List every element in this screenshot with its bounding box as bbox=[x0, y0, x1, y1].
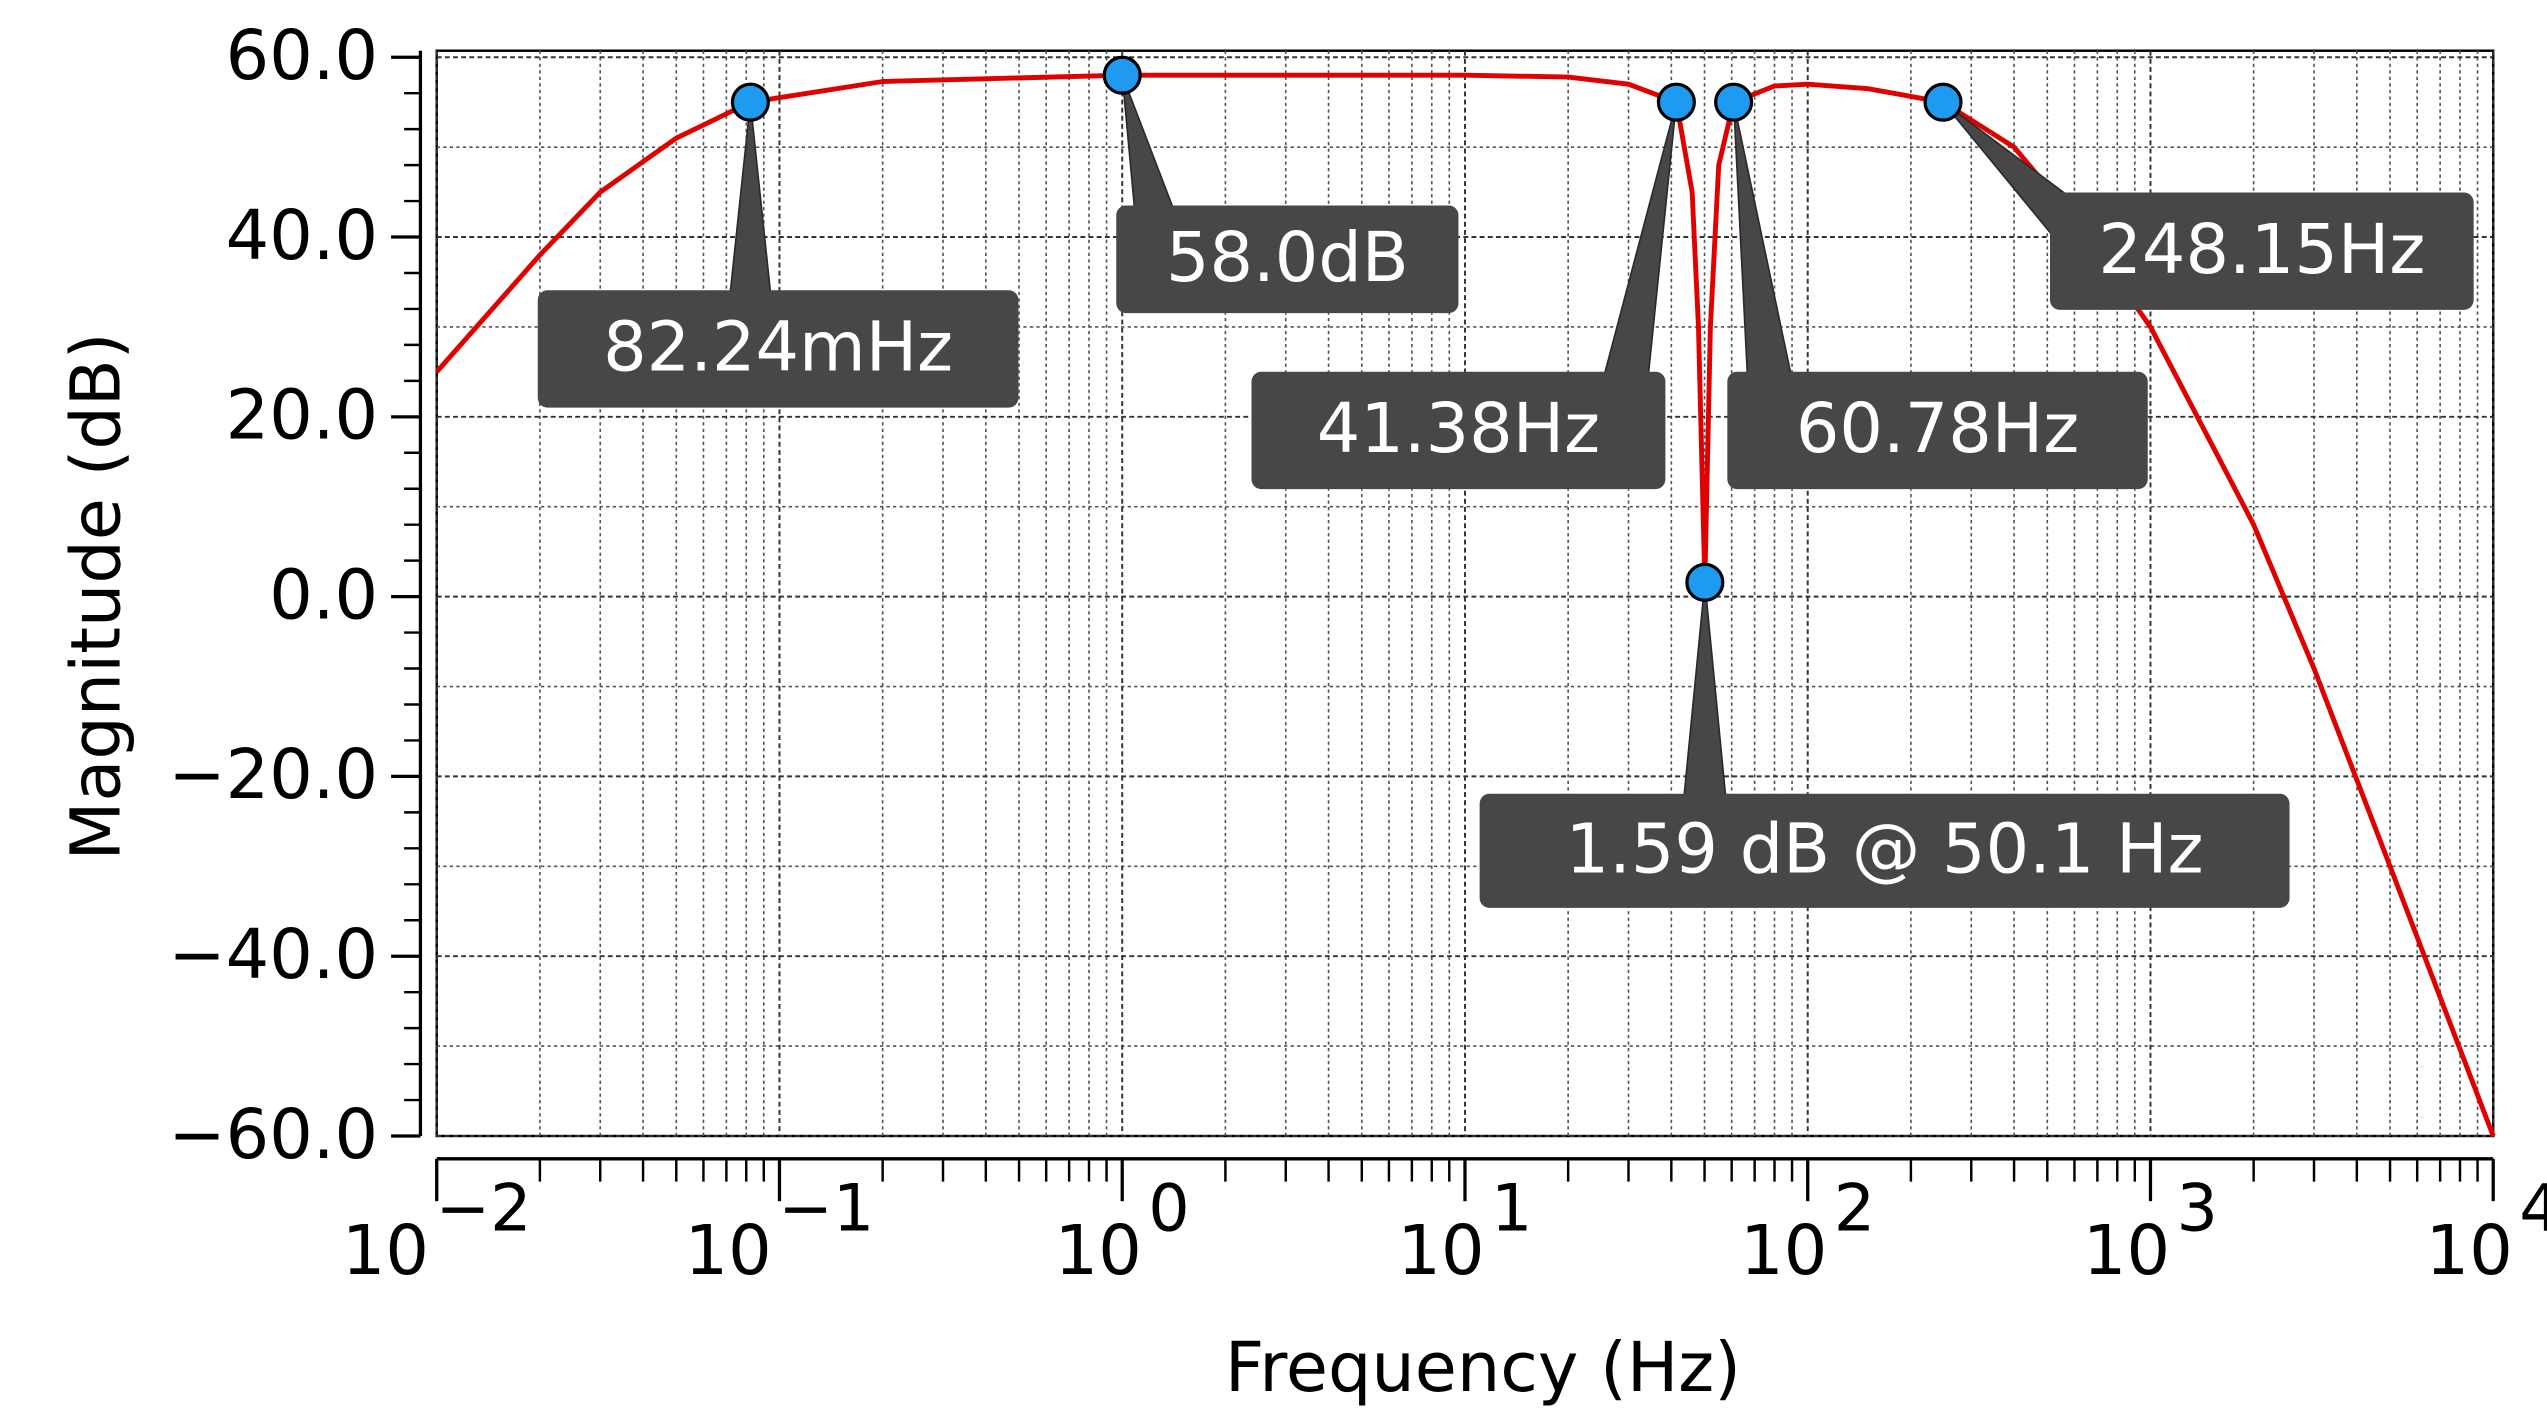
x-tick-label: 100 bbox=[1055, 1171, 1190, 1291]
marker bbox=[730, 82, 770, 122]
callout-box bbox=[1251, 371, 1666, 490]
callout-box bbox=[1727, 371, 2148, 490]
callout-box bbox=[2049, 192, 2474, 310]
callout-label: 82.24mHz bbox=[603, 308, 953, 388]
marker bbox=[1923, 82, 1963, 122]
callout-box bbox=[1479, 793, 2290, 908]
y-tick-label: 60.0 bbox=[226, 16, 378, 96]
marker bbox=[1685, 562, 1725, 602]
x-tick-label: 10−2 bbox=[342, 1171, 532, 1291]
x-tick-label: 102 bbox=[1740, 1171, 1875, 1291]
y-tick-label: −40.0 bbox=[168, 915, 378, 995]
callout-label: 248.15Hz bbox=[2098, 210, 2425, 290]
x-tick-label: 10−1 bbox=[685, 1171, 875, 1291]
callout-label: 60.78Hz bbox=[1796, 389, 2079, 469]
x-axis-title: Frequency (Hz) bbox=[1225, 1328, 1741, 1408]
callout-box bbox=[537, 290, 1019, 408]
y-tick-label: 20.0 bbox=[226, 376, 378, 456]
marker bbox=[1714, 82, 1754, 122]
y-tick-label: −20.0 bbox=[168, 735, 378, 815]
y-axis-title: Magnitude (dB) bbox=[57, 333, 137, 861]
marker bbox=[1102, 55, 1142, 95]
x-tick-label: 101 bbox=[1397, 1171, 1532, 1291]
x-tick-label: 104 bbox=[2426, 1171, 2547, 1291]
y-tick-label: −60.0 bbox=[168, 1095, 378, 1175]
y-tick-label: 0.0 bbox=[269, 555, 378, 635]
x-tick-label: 103 bbox=[2083, 1171, 2218, 1291]
callout-box bbox=[1116, 205, 1459, 314]
y-tick-label: 40.0 bbox=[226, 196, 378, 276]
callout-label: 1.59 dB @ 50.1 Hz bbox=[1566, 810, 2204, 890]
callout-label: 41.38Hz bbox=[1317, 389, 1600, 469]
marker bbox=[1656, 82, 1696, 122]
callout-label: 58.0dB bbox=[1166, 218, 1409, 298]
